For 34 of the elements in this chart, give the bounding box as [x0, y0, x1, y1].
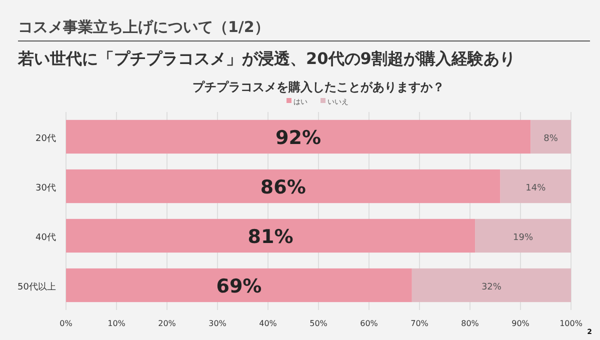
x-tick-label: 50% [310, 319, 328, 328]
x-tick-label: 10% [108, 319, 126, 328]
data-label: 19% [513, 232, 534, 243]
x-tick-label: 60% [360, 319, 378, 328]
x-tick-label: 100% [560, 319, 583, 328]
data-label: 32% [481, 282, 502, 292]
data-label: 92% [276, 126, 322, 149]
y-tick-label: 50代以上 [18, 281, 56, 292]
x-tick-label: 80% [461, 319, 480, 328]
y-tick-label: 30代 [36, 182, 56, 194]
bar [66, 218, 476, 253]
text: プチプラコスメを購入したことがありますか？ [192, 80, 444, 94]
y-tick-label: 20代 [36, 132, 56, 144]
chart-title: コスメ事業立ち上げについて（1/2） [18, 18, 270, 36]
x-tick-label: 0% [60, 319, 73, 328]
x-tick-label: 20% [158, 319, 176, 328]
data-label: 8% [544, 134, 558, 144]
bar [66, 169, 500, 204]
data-label: 69% [216, 275, 262, 298]
y-tick-label: 40代 [36, 232, 56, 243]
data-label: 81% [248, 226, 294, 248]
data-label: 86% [260, 176, 306, 198]
x-tick-label: 40% [259, 319, 278, 328]
x-tick-label: 90% [512, 319, 530, 328]
chart-subtitle: 若い世代に「プチプラコスメ」が浸透、20代の9割超が購入経験あり [17, 49, 516, 68]
bar [500, 169, 571, 204]
bar [530, 120, 571, 154]
x-tick-label: 70% [410, 319, 429, 328]
data-label: 14% [526, 183, 546, 194]
bar [66, 120, 531, 154]
bar [66, 268, 412, 302]
x-tick-label: 30% [208, 319, 227, 328]
bar [475, 218, 571, 253]
bar [412, 268, 571, 302]
